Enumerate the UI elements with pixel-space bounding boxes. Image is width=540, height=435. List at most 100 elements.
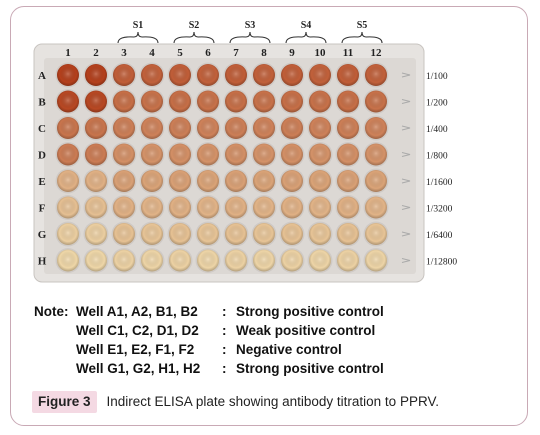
note-colon: : xyxy=(222,361,227,376)
well-shading xyxy=(225,170,247,192)
well-shading xyxy=(141,117,163,139)
well-shading xyxy=(337,196,359,219)
well-shading xyxy=(253,196,275,219)
note-wells: Well C1, C2, D1, D2 xyxy=(76,323,199,338)
well-shading xyxy=(309,64,331,86)
well-shading xyxy=(141,90,163,113)
column-label: 9 xyxy=(289,47,295,59)
well-shading xyxy=(57,196,79,219)
well-shading xyxy=(253,90,275,113)
column-label: 5 xyxy=(177,47,183,59)
well-shading xyxy=(141,249,163,272)
figure-caption: Figure 3 Indirect ELISA plate showing ant… xyxy=(32,391,439,413)
well-shading xyxy=(281,196,303,219)
row-arrow-mark xyxy=(401,178,411,184)
well-shading xyxy=(85,170,107,192)
well-shading xyxy=(197,249,219,272)
well-shading xyxy=(113,90,135,113)
note-description: Strong positive control xyxy=(236,304,384,319)
note-colon: : xyxy=(222,323,227,338)
sample-group-brace xyxy=(229,31,271,44)
well-shading xyxy=(225,196,247,219)
dilution-labels: 1/100 1/200 1/400 1/800 1/1600 1/3200 1/6400 1/… xyxy=(401,72,457,268)
column-label: 12 xyxy=(371,47,383,59)
note-line: Well G1, G2, H1, H2 : Strong positive co… xyxy=(34,359,514,378)
dilution-label: 1/1600 xyxy=(426,178,453,188)
well-shading xyxy=(281,117,303,139)
well-shading xyxy=(365,249,387,272)
well-shading xyxy=(253,117,275,139)
well-shading xyxy=(113,249,135,272)
well-shading xyxy=(113,143,135,166)
well-shading xyxy=(309,249,331,272)
column-label: 10 xyxy=(315,47,327,59)
well-grid xyxy=(55,62,389,273)
figure-label: Figure 3 xyxy=(32,391,97,413)
well-shading xyxy=(281,249,303,272)
well-shading xyxy=(225,143,247,166)
sample-group-label: S5 xyxy=(357,20,368,31)
well-shading xyxy=(113,223,135,245)
well-shading xyxy=(365,117,387,139)
dilution-label: 1/800 xyxy=(426,152,448,162)
well-shading xyxy=(85,196,107,219)
well-shading xyxy=(85,64,107,86)
well-shading xyxy=(197,117,219,139)
well-shading xyxy=(365,64,387,86)
well-shading xyxy=(197,223,219,245)
well-shading xyxy=(281,223,303,245)
well-shading xyxy=(169,170,191,192)
well-shading xyxy=(57,170,79,192)
column-label: 8 xyxy=(261,47,267,59)
sample-group-brace xyxy=(341,31,383,44)
row-arrow-mark xyxy=(401,152,411,157)
row-label: D xyxy=(38,150,46,162)
column-label: 7 xyxy=(233,47,239,59)
well-shading xyxy=(85,117,107,139)
well-shading xyxy=(141,223,163,245)
well-shading xyxy=(197,143,219,166)
well-shading xyxy=(281,170,303,192)
well-shading xyxy=(169,117,191,139)
well-shading xyxy=(197,196,219,219)
dilution-label: 1/200 xyxy=(426,99,448,109)
well-shading xyxy=(281,143,303,166)
well-shading xyxy=(141,196,163,219)
sample-group-braces: S1 S2 S3 S4 S5 xyxy=(117,20,383,44)
sample-group-label: S2 xyxy=(189,20,200,31)
well-shading xyxy=(57,64,79,86)
note-line: Note: Well A1, A2, B1, B2 : Strong posit… xyxy=(34,302,514,321)
sample-group-label: S3 xyxy=(245,20,256,31)
note-wells: Well A1, A2, B1, B2 xyxy=(76,304,198,319)
row-arrow-mark xyxy=(401,125,411,131)
sample-group-brace xyxy=(117,31,159,44)
dilution-label: 1/12800 xyxy=(426,258,457,268)
well-shading xyxy=(225,117,247,139)
well-shading xyxy=(57,143,79,166)
caption-text: Indirect ELISA plate showing antibody ti… xyxy=(106,394,439,409)
well-shading xyxy=(253,170,275,192)
well-shading xyxy=(57,117,79,139)
row-label: G xyxy=(38,229,47,241)
well-shading xyxy=(197,90,219,113)
well-shading xyxy=(113,196,135,219)
column-label: 6 xyxy=(205,47,211,59)
well-shading xyxy=(253,223,275,245)
column-label: 4 xyxy=(149,47,155,59)
well-shading xyxy=(253,64,275,86)
well-shading xyxy=(141,64,163,86)
well-shading xyxy=(85,90,107,113)
well-shading xyxy=(85,223,107,245)
well-shading xyxy=(309,196,331,219)
column-label: 3 xyxy=(121,47,127,59)
row-arrow-mark xyxy=(401,205,411,210)
well-shading xyxy=(169,196,191,219)
well-shading xyxy=(57,90,79,113)
well-shading xyxy=(337,170,359,192)
note-description: Strong positive control xyxy=(236,361,384,376)
row-label: B xyxy=(38,97,46,109)
well-shading xyxy=(337,64,359,86)
well-shading xyxy=(141,170,163,192)
well-shading xyxy=(309,223,331,245)
